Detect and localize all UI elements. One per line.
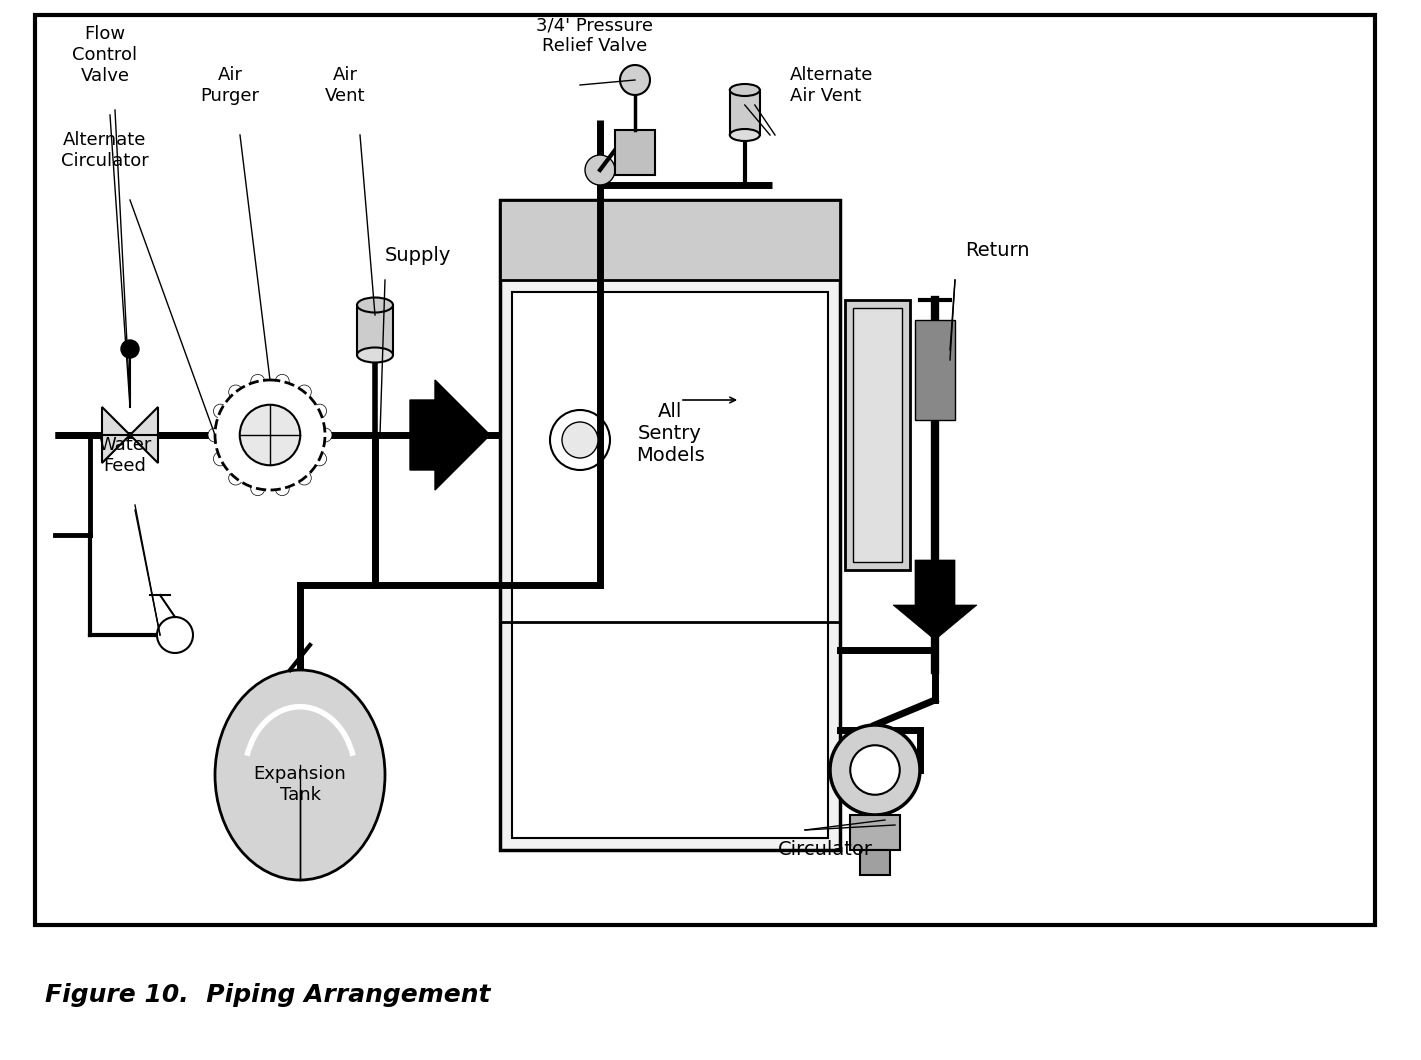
Text: Supply: Supply (385, 246, 452, 265)
Bar (500, 200, 840, 850)
Bar (357, 305, 394, 355)
Bar (512, 292, 828, 838)
Circle shape (121, 340, 139, 358)
Circle shape (213, 404, 227, 418)
Ellipse shape (730, 129, 760, 141)
Circle shape (276, 481, 290, 496)
Polygon shape (411, 379, 490, 490)
Text: Alternate
Air Vent: Alternate Air Vent (790, 66, 874, 105)
Circle shape (297, 471, 311, 485)
Circle shape (213, 452, 227, 465)
Circle shape (561, 422, 598, 458)
Circle shape (850, 745, 899, 795)
Text: Water
Feed: Water Feed (98, 437, 152, 475)
Bar (730, 90, 760, 135)
Circle shape (207, 428, 222, 442)
Circle shape (297, 385, 311, 399)
Bar (850, 815, 899, 850)
Polygon shape (102, 407, 129, 463)
Circle shape (830, 725, 919, 815)
Bar (915, 320, 955, 420)
Ellipse shape (215, 670, 385, 880)
Ellipse shape (357, 348, 394, 363)
Text: Figure 10.  Piping Arrangement: Figure 10. Piping Arrangement (45, 983, 490, 1007)
Circle shape (215, 379, 325, 490)
Text: Flow
Control
Valve: Flow Control Valve (72, 25, 138, 85)
Circle shape (250, 374, 264, 388)
Circle shape (229, 471, 243, 485)
Text: Air
Vent: Air Vent (325, 66, 365, 105)
Text: Air
Purger: Air Purger (200, 66, 260, 105)
Circle shape (313, 404, 327, 418)
Bar (853, 308, 902, 562)
Circle shape (313, 452, 327, 465)
Text: Expansion
Tank: Expansion Tank (253, 765, 347, 803)
Circle shape (240, 405, 300, 465)
Bar (845, 300, 909, 570)
Circle shape (585, 155, 615, 186)
Text: All
Sentry
Models: All Sentry Models (635, 403, 705, 465)
Circle shape (318, 428, 333, 442)
Text: Return: Return (965, 241, 1029, 260)
Circle shape (550, 410, 610, 470)
Text: 3/4' Pressure
Relief Valve: 3/4' Pressure Relief Valve (537, 16, 654, 55)
Circle shape (156, 617, 193, 653)
Text: Alternate
Circulator: Alternate Circulator (61, 131, 149, 170)
Polygon shape (129, 407, 158, 463)
Ellipse shape (730, 84, 760, 96)
Circle shape (276, 374, 290, 388)
Bar (615, 130, 655, 175)
Circle shape (250, 481, 264, 496)
Circle shape (229, 385, 243, 399)
Polygon shape (892, 560, 978, 640)
Bar (36, 15, 1376, 925)
Ellipse shape (357, 298, 394, 313)
Circle shape (620, 65, 649, 95)
Bar (860, 850, 890, 874)
Text: Circulator: Circulator (777, 840, 872, 859)
Bar (500, 200, 840, 280)
